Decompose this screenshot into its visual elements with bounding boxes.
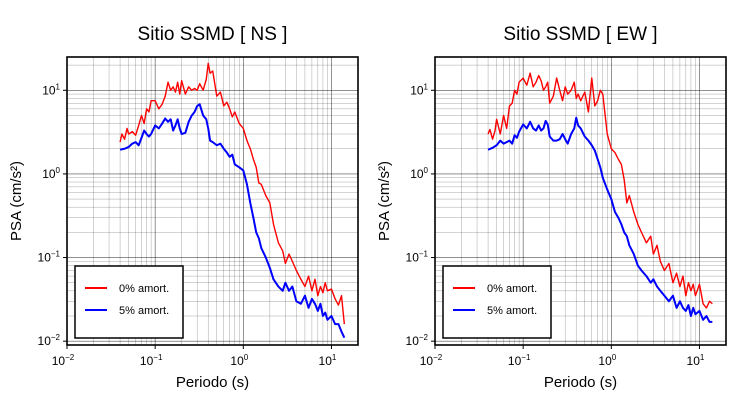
plot-frame [66,56,359,346]
y-axis-label: PSA (cm/s²) [376,161,393,241]
y-tick-label: 100 [42,166,60,181]
chart-title: Sitio SSMD [ EW ] [503,24,657,45]
series-line-amort-0 [487,72,713,309]
x-tick-label: 10−2 [420,353,443,368]
x-tick-label: 10−1 [508,353,531,368]
plot-frame [434,56,727,346]
chart-panel-2: 10−2 10−1 100 101 10−2 10−1 100 101 Sitio SSMD [… [376,24,727,391]
y-axis-label: PSA (cm/s²) [8,161,25,241]
legend-label: 0% amort. [487,283,537,295]
legend: 0% amort. 5% amort. [442,265,552,339]
x-tick-label: 100 [598,353,616,368]
x-tick-label: 10−1 [140,353,163,368]
y-tick-label: 10−1 [406,250,429,265]
x-tick-label: 101 [687,353,705,368]
legend-box [74,265,184,339]
legend-label: 0% amort. [119,283,169,295]
series-line-amort-5 [487,116,713,323]
x-axis-label: Periodo (s) [544,374,617,391]
legend: 0% amort. 5% amort. [74,265,184,339]
x-tick-label: 101 [319,353,337,368]
y-tick-label: 10−2 [38,333,61,348]
legend-box [442,265,552,339]
y-tick-label: 101 [410,82,428,97]
chart-panel-1: 10−2 10−1 100 101 10−2 10−1 100 101 Sitio SSMD [… [8,24,359,391]
series-line-amort-5 [119,103,346,339]
legend-label: 5% amort. [487,305,537,317]
x-axis-label: Periodo (s) [176,374,249,391]
y-tick-label: 10−2 [406,333,429,348]
y-tick-label: 101 [42,82,60,97]
series-line-amort-0 [119,62,346,325]
chart-title: Sitio SSMD [ NS ] [138,24,288,45]
legend-label: 5% amort. [119,305,169,317]
x-tick-label: 10−2 [52,353,75,368]
y-tick-label: 10−1 [38,250,61,265]
y-tick-label: 100 [410,166,428,181]
x-tick-label: 100 [230,353,248,368]
grid [434,57,727,346]
